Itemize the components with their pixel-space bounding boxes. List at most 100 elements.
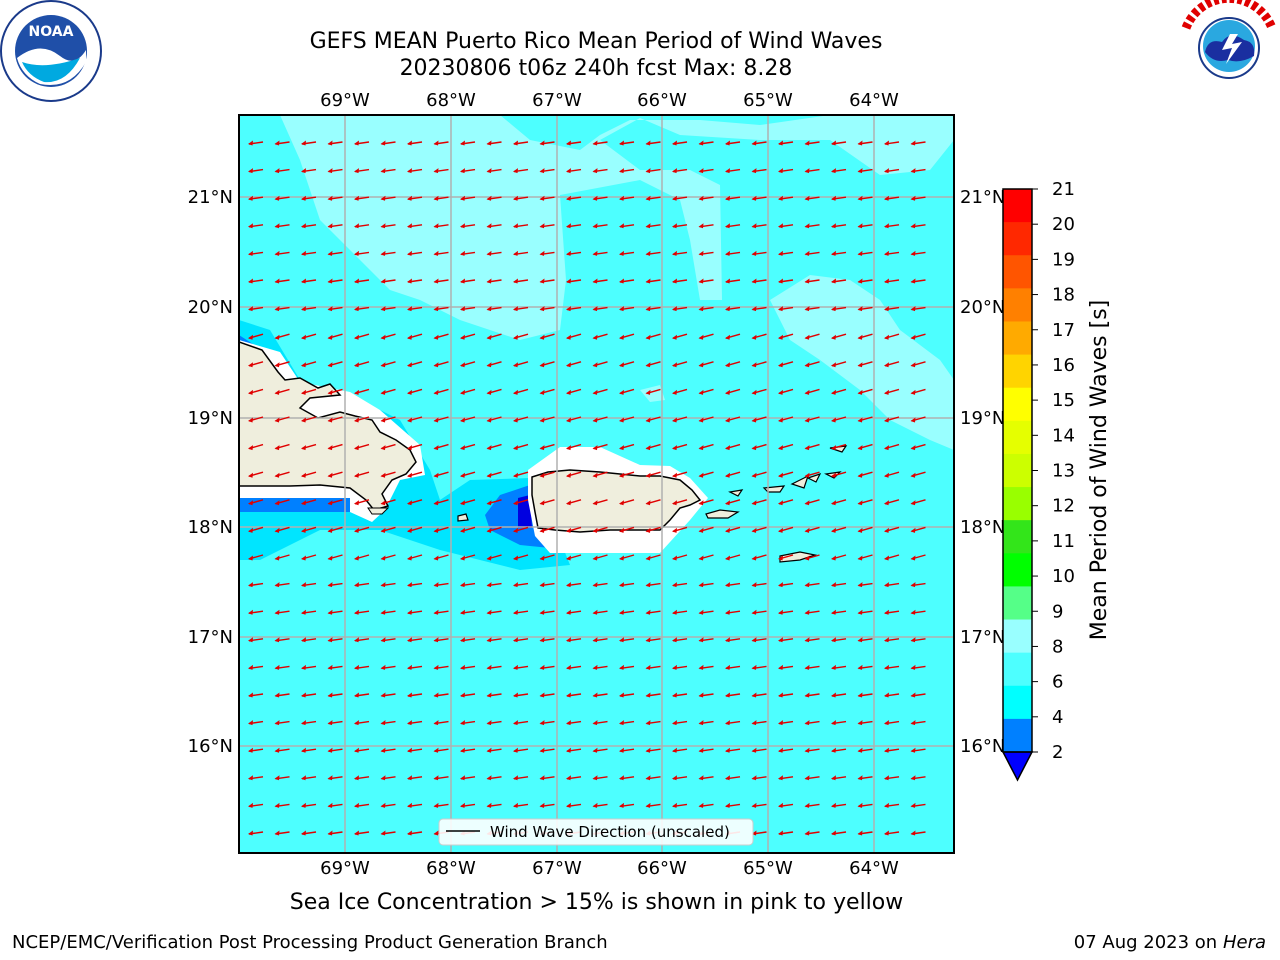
wind-arrow-icon <box>539 278 555 284</box>
wind-arrow-icon <box>433 443 449 451</box>
wind-arrow-icon <box>274 747 290 753</box>
wind-arrow-icon <box>274 168 290 174</box>
wind-arrow-icon <box>407 526 423 533</box>
wind-arrow-icon <box>884 775 900 781</box>
wind-arrow-icon <box>592 333 608 340</box>
colorbar-swatch <box>1003 222 1032 256</box>
wind-arrow-icon <box>566 250 582 256</box>
wind-arrow-icon <box>910 609 926 615</box>
wind-arrow-icon <box>645 775 661 781</box>
wind-arrow-icon <box>433 775 449 781</box>
wind-arrow-icon <box>380 443 396 451</box>
wind-arrow-icon <box>354 388 370 395</box>
wind-arrow-icon <box>592 802 608 808</box>
wind-arrow-icon <box>380 140 396 146</box>
wind-arrow-icon <box>619 250 635 256</box>
wind-arrow-icon <box>566 664 582 670</box>
lat-label-left: 20°N <box>188 297 233 318</box>
wind-arrow-icon <box>248 775 264 781</box>
wind-arrow-icon <box>698 802 714 808</box>
wind-arrow-icon <box>354 223 370 229</box>
wind-arrow-icon <box>857 306 873 312</box>
wind-arrow-icon <box>433 526 449 533</box>
wind-arrow-icon <box>619 223 635 229</box>
wind-arrow-icon <box>274 443 290 451</box>
wind-arrow-icon <box>619 195 635 201</box>
wind-arrow-icon <box>301 637 317 643</box>
wind-arrow-icon <box>274 278 290 284</box>
wind-arrow-icon <box>301 471 317 478</box>
wind-arrow-icon <box>698 775 714 781</box>
lat-label-right: 18°N <box>960 517 1005 538</box>
wind-arrow-icon <box>857 278 873 284</box>
wind-arrow-icon <box>619 582 635 588</box>
colorbar-tick-label: 8 <box>1052 636 1063 657</box>
wind-arrow-icon <box>513 361 529 368</box>
wind-arrow-icon <box>778 582 794 588</box>
wind-arrow-icon <box>778 775 794 781</box>
wind-arrow-icon <box>778 388 794 395</box>
wind-arrow-icon <box>248 195 264 201</box>
wind-arrow-icon <box>354 333 370 340</box>
wind-arrow-icon <box>831 250 847 256</box>
wind-arrow-icon <box>884 609 900 615</box>
wind-arrow-icon <box>725 388 741 395</box>
wind-arrow-icon <box>910 388 926 395</box>
wind-arrow-icon <box>857 499 873 506</box>
wind-arrow-icon <box>486 692 502 698</box>
wind-arrow-icon <box>672 223 688 229</box>
wind-arrow-icon <box>672 554 688 561</box>
wind-arrow-icon <box>274 802 290 808</box>
wind-arrow-icon <box>274 637 290 643</box>
wind-arrow-icon <box>910 554 926 561</box>
wind-arrow-icon <box>910 278 926 284</box>
wind-arrow-icon <box>566 554 582 561</box>
wind-arrow-icon <box>407 140 423 146</box>
wind-arrow-icon <box>248 720 264 726</box>
wind-arrow-icon <box>804 416 820 423</box>
wind-arrow-icon <box>539 692 555 698</box>
wind-arrow-icon <box>831 802 847 808</box>
wind-arrow-icon <box>433 361 449 368</box>
wind-arrow-icon <box>433 195 449 201</box>
wind-arrow-icon <box>407 775 423 781</box>
wind-arrow-icon <box>884 416 900 423</box>
colorbar-tick-label: 20 <box>1052 214 1075 235</box>
wind-arrow-icon <box>354 416 370 423</box>
land-virgin-islands <box>728 445 848 497</box>
wind-arrow-icon <box>804 526 820 533</box>
wind-arrow-icon <box>539 223 555 229</box>
wind-arrow-icon <box>672 250 688 256</box>
wind-arrow-icon <box>460 471 476 478</box>
wind-arrow-icon <box>513 775 529 781</box>
wind-arrow-icon <box>274 582 290 588</box>
wind-arrow-icon <box>804 637 820 643</box>
wind-arrow-icon <box>248 609 264 615</box>
colorbar-tick-label: 18 <box>1052 285 1075 306</box>
wind-arrow-icon <box>857 664 873 670</box>
map-area <box>239 115 954 853</box>
wind-arrow-icon <box>884 720 900 726</box>
wind-arrow-icon <box>407 306 423 312</box>
wind-arrow-icon <box>380 388 396 395</box>
wind-arrow-icon <box>725 802 741 808</box>
footer-host: Hera <box>1222 932 1266 953</box>
wind-arrow-icon <box>698 554 714 561</box>
wind-arrow-icon <box>327 223 343 229</box>
wind-arrow-icon <box>274 140 290 146</box>
wind-arrow-icon <box>486 223 502 229</box>
wind-arrow-icon <box>698 499 714 506</box>
wind-arrow-icon <box>354 471 370 478</box>
wind-arrow-icon <box>884 526 900 533</box>
wind-arrow-icon <box>354 830 370 836</box>
wind-arrow-icon <box>645 333 661 340</box>
wind-arrow-icon <box>725 747 741 753</box>
wind-arrow-icon <box>884 664 900 670</box>
wind-arrow-icon <box>804 554 820 561</box>
wind-arrow-icon <box>725 471 741 478</box>
lon-label-bottom: 66°W <box>637 858 687 879</box>
wind-arrow-icon <box>248 526 264 533</box>
wind-arrow-icon <box>831 416 847 423</box>
wind-arrow-icon <box>884 278 900 284</box>
wind-arrow-icon <box>672 195 688 201</box>
